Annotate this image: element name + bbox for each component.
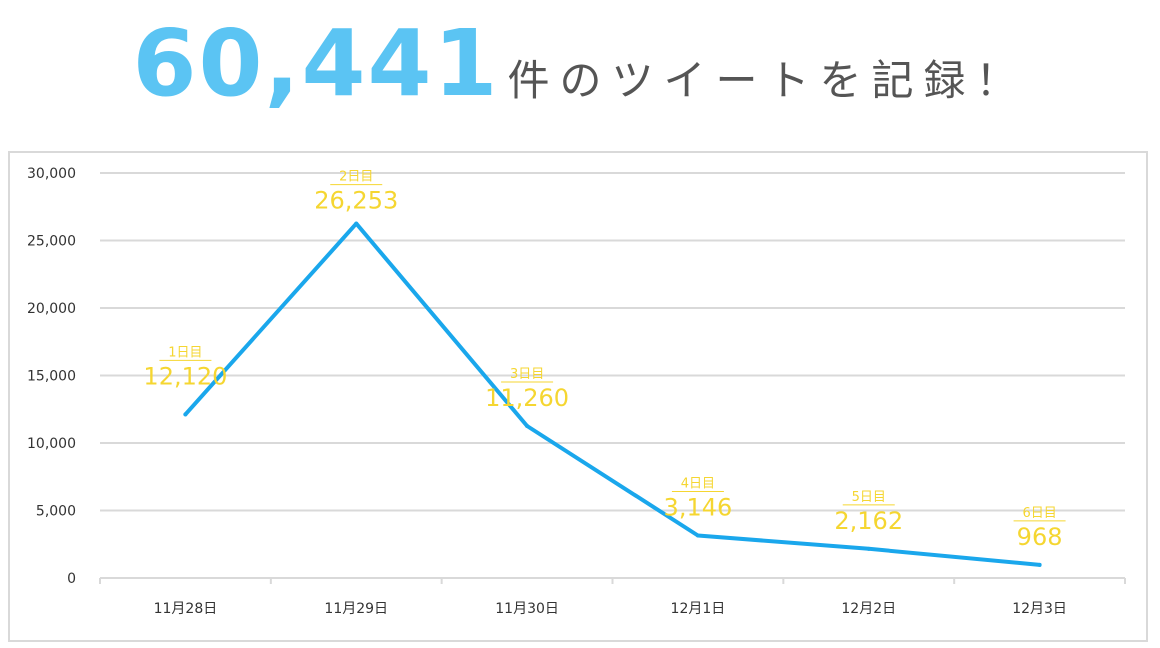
x-tick-label: 12月2日 [841, 601, 896, 617]
x-tick-label: 12月3日 [1012, 601, 1067, 617]
y-tick-label: 15,000 [27, 369, 76, 385]
data-point [525, 423, 530, 428]
day-label: 3日目 [510, 367, 544, 382]
data-label: 2,162 [834, 507, 903, 535]
y-tick-label: 10,000 [27, 436, 76, 452]
y-tick-label: 25,000 [27, 234, 76, 250]
x-tick-label: 11月29日 [324, 601, 388, 617]
data-point [354, 221, 359, 226]
data-point [695, 533, 700, 538]
y-tick-label: 0 [67, 571, 76, 587]
data-point [183, 412, 188, 417]
day-label: 4日目 [681, 477, 715, 492]
series-line [183, 221, 1042, 567]
data-point [866, 546, 871, 551]
data-point [1037, 562, 1042, 567]
headline: 60,441 件のツイートを記録！ [0, 8, 1160, 128]
chart-frame: 0 5,000 10,000 15,000 20,000 25,000 30,000 11月2… [8, 151, 1148, 642]
x-tick-label: 12月1日 [671, 601, 726, 617]
y-tick-label: 5,000 [36, 504, 76, 520]
data-label: 12,120 [143, 362, 227, 390]
day-label: 1日目 [168, 345, 202, 360]
y-tick-label: 30,000 [27, 166, 76, 182]
day-label: 5日目 [852, 490, 886, 505]
data-label: 26,253 [314, 187, 398, 215]
day-label: 2日目 [339, 170, 373, 185]
data-label: 3,146 [664, 494, 733, 522]
x-tick-label: 11月28日 [154, 601, 218, 617]
line-chart: 0 5,000 10,000 15,000 20,000 25,000 30,000 11月2… [27, 166, 1126, 617]
headline-suffix: 件のツイートを記録！ [507, 56, 1028, 105]
x-tick-label: 11月30日 [495, 601, 559, 617]
data-label: 968 [1017, 523, 1063, 551]
day-label: 6日目 [1022, 506, 1056, 521]
headline-tweet-count: 60,441 [132, 10, 500, 117]
data-label: 11,260 [485, 384, 569, 412]
y-tick-label: 20,000 [27, 301, 76, 317]
